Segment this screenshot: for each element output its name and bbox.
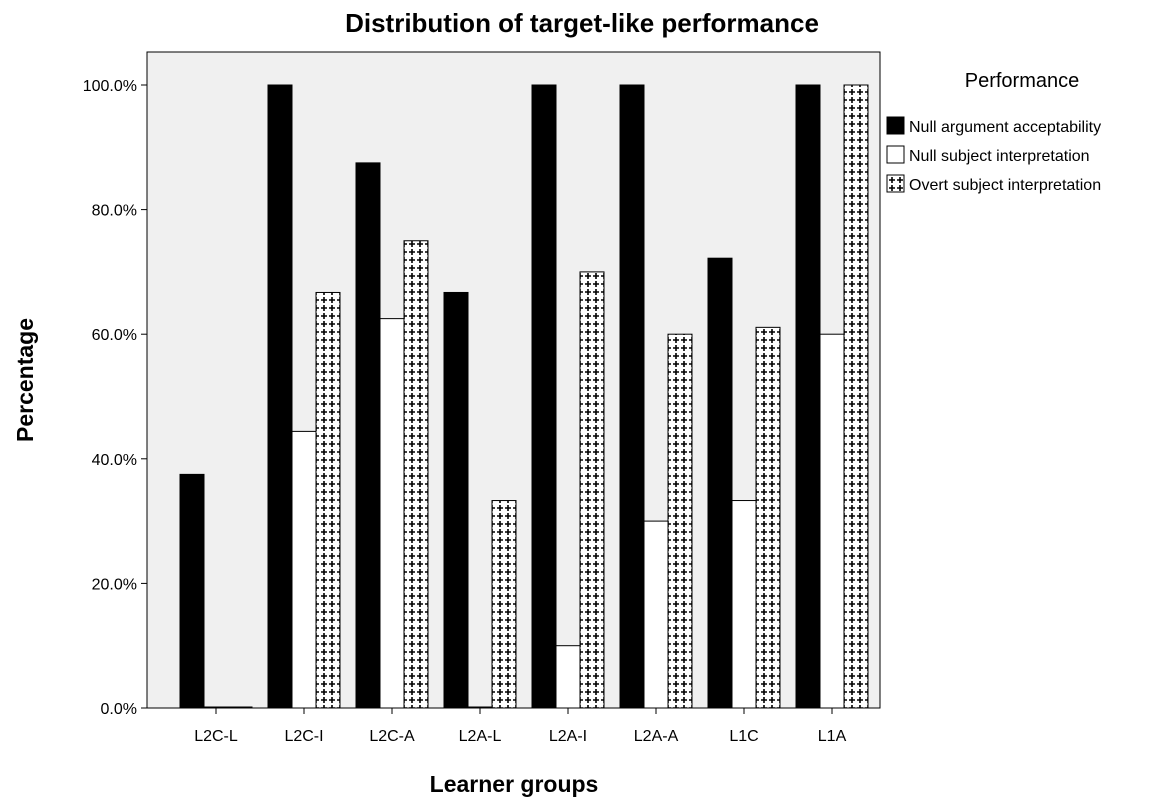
bar-l2a-a-1: [619, 84, 645, 709]
x-tick-label: L2A-L: [459, 728, 502, 745]
legend-title: Performance: [965, 70, 1080, 92]
bar-l2a-i-1: [531, 84, 557, 709]
x-tick-label: L2A-I: [549, 728, 587, 745]
legend: Performance Null argument acceptability N…: [886, 70, 1101, 194]
bars: [179, 84, 869, 709]
bar-l1c-1: [707, 257, 733, 709]
x-axis-label: Learner groups: [430, 771, 599, 797]
y-tick-label: 20.0%: [92, 576, 137, 593]
x-tick-label: L1A: [818, 728, 847, 745]
y-tick-label: 100.0%: [83, 78, 137, 95]
bar-l1c-2: [731, 500, 757, 709]
x-tick-label: L2C-A: [369, 728, 415, 745]
y-tick-label: 60.0%: [92, 327, 137, 344]
bar-l2c-i-2: [291, 430, 317, 709]
bar-l1c-3: [755, 326, 781, 709]
bar-l1a-2: [819, 333, 845, 709]
legend-entry: Null subject interpretation: [909, 148, 1090, 165]
x-axis: L2C-L L2C-I L2C-A L2A-L L2A-I L2A-A L1C L1A: [194, 708, 847, 745]
x-tick-label: L1C: [729, 728, 758, 745]
bar-l2c-l-1: [179, 473, 205, 709]
bar-l2c-l-3: [227, 706, 253, 709]
y-tick-label: 40.0%: [92, 452, 137, 469]
bar-l2c-a-3: [403, 240, 429, 709]
legend-entry: Overt subject interpretation: [909, 177, 1101, 194]
y-axis-label: Percentage: [12, 318, 38, 442]
bar-l1a-3: [843, 84, 869, 709]
x-tick-label: L2C-L: [194, 728, 238, 745]
y-axis: 0.0% 20.0% 40.0% 60.0% 80.0% 100.0%: [83, 78, 147, 718]
bar-l2c-l-2: [203, 706, 229, 709]
y-tick-label: 80.0%: [92, 203, 137, 220]
bar-l2c-i-3: [315, 291, 341, 709]
bar-l2a-l-2: [467, 706, 493, 709]
legend-swatch: [886, 174, 905, 193]
legend-swatch: [886, 116, 905, 135]
y-tick-label: 0.0%: [101, 701, 137, 718]
bar-l2a-i-2: [555, 645, 581, 709]
legend-entry: Null argument acceptability: [909, 119, 1101, 136]
bar-l2c-a-1: [355, 162, 381, 709]
legend-swatch: [886, 145, 905, 164]
bar-l2c-i-1: [267, 84, 293, 709]
bar-l2a-l-1: [443, 291, 469, 709]
bar-l2c-a-2: [379, 318, 405, 709]
x-tick-label: L2A-A: [634, 728, 679, 745]
chart-title: Distribution of target-like performance: [345, 8, 819, 38]
bar-l2a-a-3: [667, 333, 693, 709]
bar-l2a-a-2: [643, 520, 669, 709]
x-tick-label: L2C-I: [284, 728, 323, 745]
bar-l2a-i-3: [579, 271, 605, 709]
bar-l1a-1: [795, 84, 821, 709]
bar-l2a-l-3: [491, 500, 517, 709]
